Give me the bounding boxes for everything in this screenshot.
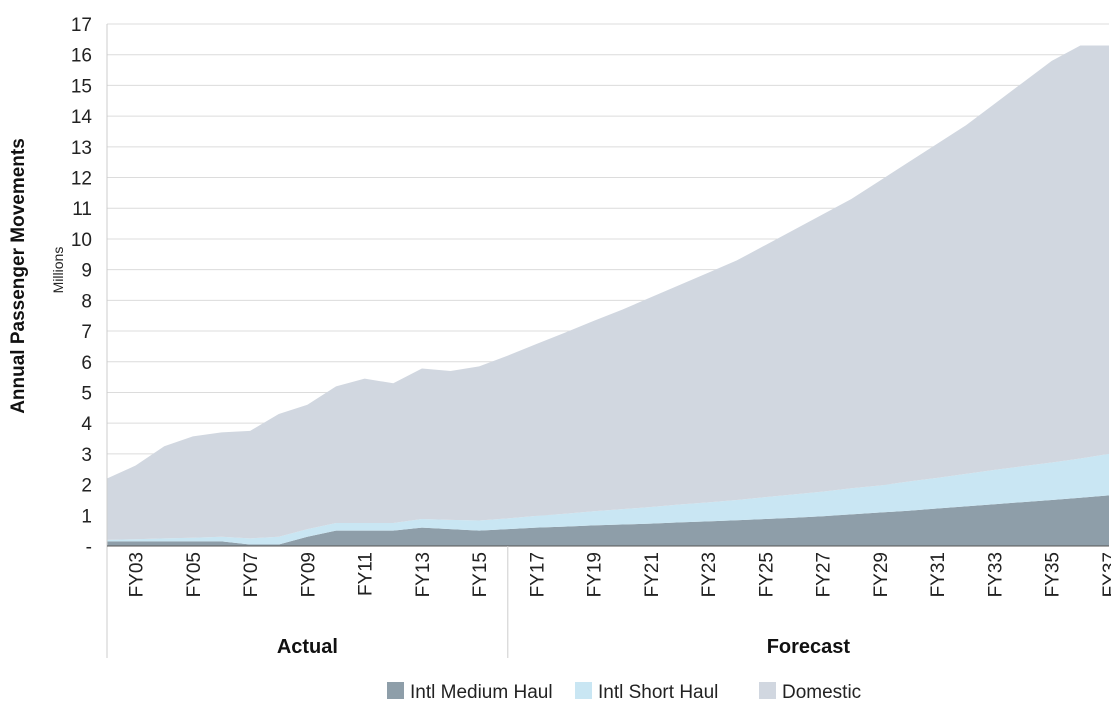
x-tick-label: FY07 bbox=[241, 552, 262, 597]
period-label-actual: Actual bbox=[277, 636, 338, 658]
area-series bbox=[107, 45, 1109, 546]
x-tick-label: FY21 bbox=[642, 552, 663, 597]
area-intl-short-haul bbox=[107, 453, 1109, 545]
x-tick-label: FY33 bbox=[985, 552, 1006, 597]
y-tick-label: 11 bbox=[72, 199, 92, 220]
x-tick-label: FY29 bbox=[871, 552, 892, 597]
legend-label: Intl Medium Haul bbox=[410, 682, 553, 703]
legend-label: Intl Short Haul bbox=[598, 682, 718, 703]
y-tick-label: 17 bbox=[71, 15, 92, 36]
x-tick-label: FY13 bbox=[413, 552, 434, 597]
y-axis-title: Annual Passenger Movements bbox=[8, 138, 29, 414]
x-tick-label: FY09 bbox=[298, 552, 319, 597]
x-tick-labels: FY03 FY05 FY07 FY09 FY11 FY13 FY15 FY17 FY19 FY21… bbox=[127, 552, 1111, 597]
x-tick-label: FY17 bbox=[527, 552, 548, 597]
y-tick-label: 13 bbox=[71, 138, 92, 159]
x-tick-label: FY19 bbox=[585, 552, 606, 597]
x-tick-label: FY35 bbox=[1043, 552, 1064, 597]
legend-item-intl-medium-haul: Intl Medium Haul bbox=[387, 682, 553, 703]
x-tick-label: FY05 bbox=[184, 552, 205, 597]
y-tick-label: 15 bbox=[71, 76, 92, 97]
x-tick-label: FY03 bbox=[127, 552, 148, 597]
y-tick-label: 9 bbox=[81, 261, 92, 282]
x-tick-label: FY25 bbox=[756, 552, 777, 597]
x-tick-label: FY15 bbox=[470, 552, 491, 597]
legend-item-domestic: Domestic bbox=[759, 682, 861, 703]
legend-swatch bbox=[759, 682, 776, 699]
legend-item-intl-short-haul: Intl Short Haul bbox=[575, 682, 718, 703]
y-tick-label: 7 bbox=[81, 322, 92, 343]
y-tick-label: 8 bbox=[81, 291, 92, 312]
legend: Intl Medium Haul Intl Short Haul Domestic bbox=[387, 682, 861, 703]
y-tick-label: - bbox=[86, 537, 92, 558]
y-tick-label: 2 bbox=[81, 476, 92, 497]
x-tick-label: FY31 bbox=[928, 552, 949, 597]
legend-swatch bbox=[387, 682, 404, 699]
x-tick-label: FY37 bbox=[1100, 552, 1111, 597]
x-tick-label: FY11 bbox=[356, 552, 377, 596]
y-tick-label: 14 bbox=[71, 107, 93, 128]
axes bbox=[106, 24, 1109, 658]
y-tick-label: 1 bbox=[81, 506, 92, 527]
legend-swatch bbox=[575, 682, 592, 699]
period-labels: Actual Forecast bbox=[277, 546, 851, 658]
area-domestic bbox=[107, 45, 1109, 540]
area-intl-medium-haul bbox=[107, 495, 1109, 546]
period-label-forecast: Forecast bbox=[767, 636, 851, 658]
y-axis-unit: Millions bbox=[50, 247, 66, 294]
y-tick-label: 6 bbox=[81, 353, 92, 374]
y-tick-label: 3 bbox=[81, 445, 92, 466]
y-tick-label: 12 bbox=[71, 169, 92, 190]
y-tick-label: 16 bbox=[71, 46, 92, 67]
y-tick-label: 4 bbox=[81, 414, 92, 435]
legend-label: Domestic bbox=[782, 682, 861, 703]
x-tick-label: FY23 bbox=[699, 552, 720, 597]
x-tick-label: FY27 bbox=[814, 552, 835, 597]
y-tick-label: 10 bbox=[71, 230, 92, 251]
y-tick-label: 5 bbox=[81, 383, 92, 404]
